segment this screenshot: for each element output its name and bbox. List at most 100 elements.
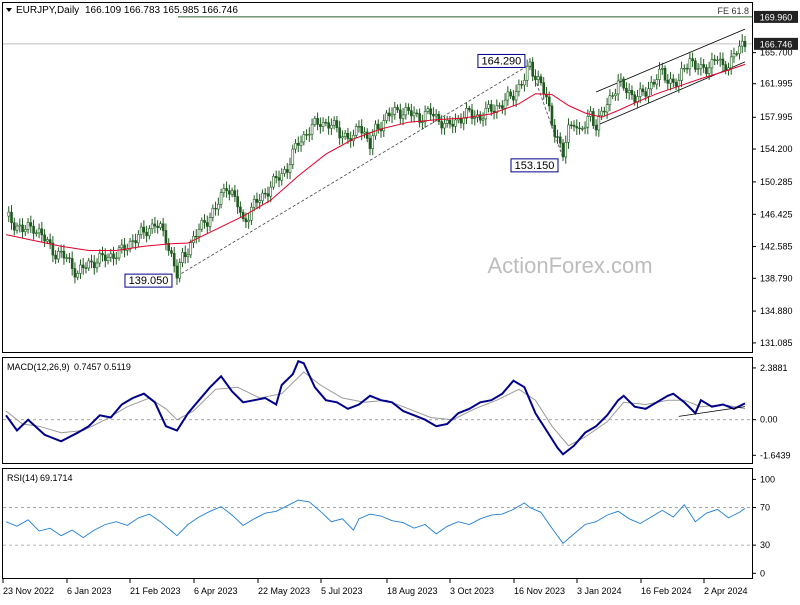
candle-body <box>382 120 386 132</box>
candle-body <box>542 82 546 95</box>
candle-body <box>200 220 204 230</box>
candle-body <box>59 250 63 253</box>
price-label-139-050: 139.050 <box>129 275 169 287</box>
candle-body <box>484 107 488 120</box>
date-tick-label: 3 Jan 2024 <box>577 586 622 596</box>
candle-body <box>299 141 303 146</box>
price-label-164-290: 164.290 <box>482 55 522 67</box>
candle-body <box>718 58 722 61</box>
date-tick-label: 6 Apr 2023 <box>194 586 238 596</box>
candle-body <box>644 91 648 97</box>
candle-body <box>321 121 325 127</box>
candle-body <box>203 220 206 223</box>
candle-body <box>360 125 364 134</box>
candle-body <box>575 126 579 129</box>
candle-body <box>694 60 697 70</box>
candle-body <box>688 58 692 70</box>
candle-body <box>674 82 678 87</box>
candle-body <box>666 79 670 84</box>
candle-body <box>18 224 22 227</box>
candle-body <box>170 250 173 254</box>
candle-body <box>713 59 716 61</box>
candle-body <box>696 68 700 70</box>
date-tick-label: 23 Nov 2022 <box>3 586 54 596</box>
candle-body <box>638 88 642 97</box>
candle-body <box>103 254 107 261</box>
candle-body <box>92 261 96 269</box>
rsi-line <box>5 499 746 544</box>
candle-body <box>581 128 584 130</box>
date-tick-label: 3 Oct 2023 <box>450 586 494 596</box>
current-price-tag-label: 166.746 <box>760 39 793 49</box>
candle-body <box>440 121 443 129</box>
price-label-153-150: 153.150 <box>515 160 555 172</box>
candle-body <box>454 119 457 127</box>
candle-body <box>43 234 46 242</box>
candle-body <box>550 105 554 126</box>
candle-body <box>685 68 689 70</box>
price-label-box <box>510 158 559 173</box>
candle-body <box>412 112 416 117</box>
candle-body <box>283 169 286 174</box>
candle-body <box>531 61 534 77</box>
candle-body <box>434 114 438 117</box>
candle-body <box>230 190 234 195</box>
candle-body <box>385 112 388 121</box>
candle-body <box>128 240 132 250</box>
candle-body <box>197 228 201 237</box>
watermark: ActionForex.com <box>487 253 652 278</box>
candle-body <box>10 211 13 224</box>
candle-body <box>341 136 344 139</box>
candle-body <box>29 222 33 227</box>
candle-body <box>614 93 617 96</box>
macd-trendline <box>678 406 746 417</box>
candle-body <box>68 257 71 259</box>
candle-body <box>501 105 504 109</box>
rsi-tick-label: 100 <box>760 474 775 484</box>
candle-body <box>423 111 427 123</box>
price-tick-label: 142.585 <box>760 241 793 251</box>
candle-body <box>421 121 424 123</box>
candle-body <box>401 114 405 119</box>
price-tick-label: 165.700 <box>760 48 793 58</box>
symbol-dropdown-icon[interactable] <box>6 8 12 12</box>
candle-body <box>319 124 322 127</box>
candle-body <box>567 124 570 143</box>
candle-body <box>490 104 493 112</box>
candle-body <box>387 112 391 117</box>
date-tick-label: 22 May 2023 <box>258 586 310 596</box>
candle-body <box>743 40 747 48</box>
candle-body <box>616 80 620 95</box>
candle-body <box>294 143 297 150</box>
candle-body <box>40 228 44 236</box>
candle-body <box>343 132 347 137</box>
candle-body <box>330 124 333 129</box>
candle-body <box>376 123 380 130</box>
candle-body <box>172 253 176 267</box>
candle-body <box>721 58 725 65</box>
candle-body <box>396 107 399 111</box>
price-plot: FE 61.8 164.290 153.150 139.050 <box>3 6 752 288</box>
candle-body <box>478 114 482 121</box>
candle-body <box>594 125 598 131</box>
price-tick-label: 161.995 <box>760 79 793 89</box>
candle-body <box>357 125 361 128</box>
candle-body <box>677 80 681 87</box>
candle-body <box>520 84 523 86</box>
candle-body <box>586 116 590 128</box>
price-tick-label: 138.790 <box>760 273 793 283</box>
candle-body <box>305 134 308 136</box>
candle-body <box>528 61 532 67</box>
candle-body <box>509 91 512 97</box>
candle-body <box>316 118 319 125</box>
candle-body <box>514 91 518 101</box>
candle-body <box>175 265 179 279</box>
candle-body <box>512 95 515 101</box>
candle-body <box>217 203 220 210</box>
candle-body <box>21 224 24 233</box>
candle-body <box>669 78 672 84</box>
candle-body <box>7 211 11 217</box>
candle-body <box>95 262 99 269</box>
candle-body <box>630 90 634 96</box>
candle-body <box>54 254 57 260</box>
